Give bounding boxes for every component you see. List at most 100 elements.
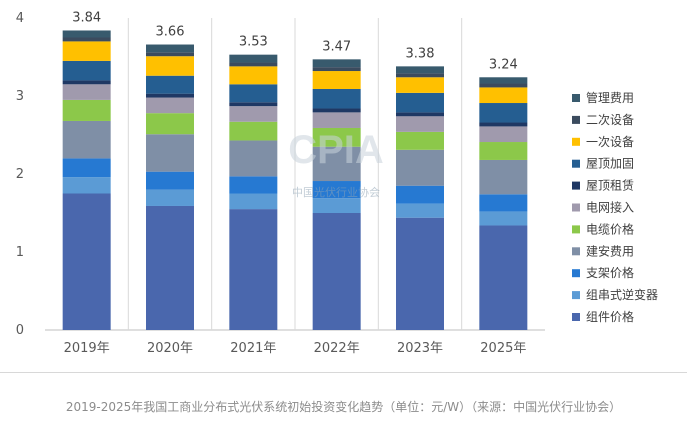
bar-segment: [479, 122, 528, 127]
bar-segment: [62, 84, 111, 100]
legend-label: 一次设备: [586, 135, 634, 149]
y-tick-label: 1: [16, 245, 24, 260]
y-tick-label: 2: [16, 167, 24, 182]
bar-segment: [396, 149, 444, 186]
bar-segment: [146, 97, 194, 114]
bar-segment: [146, 44, 194, 53]
total-label: 3.24: [489, 57, 518, 72]
bar-segment: [479, 87, 528, 104]
bar-segment: [62, 193, 111, 330]
legend-label: 二次设备: [586, 113, 634, 127]
total-label: 3.38: [406, 46, 435, 61]
bar-segment: [62, 120, 111, 159]
legend-label: 电网接入: [586, 200, 634, 215]
bar-segment: [146, 75, 194, 94]
bar-segment: [146, 52, 194, 57]
bar-segment: [62, 60, 111, 81]
legend-swatch: [572, 137, 580, 146]
bar-segment: [62, 30, 111, 38]
bar-segment: [312, 71, 361, 89]
legend-label: 建安费用: [586, 243, 634, 258]
total-label: 3.47: [322, 39, 351, 54]
bar-segment: [396, 203, 444, 218]
bar-segment: [146, 134, 194, 172]
bar-segment: [229, 176, 278, 194]
legend-swatch: [572, 94, 580, 102]
legend-swatch: [572, 181, 580, 190]
bar-segment: [312, 213, 361, 330]
bar-segment: [62, 80, 111, 85]
bar-segment: [396, 112, 444, 117]
bar-segment: [479, 126, 528, 143]
bar-segment: [396, 73, 444, 78]
bar-segment: [479, 142, 528, 160]
bar-segment: [479, 83, 528, 88]
bar-segment: [312, 67, 361, 72]
y-tick-label: 0: [16, 323, 24, 338]
bar-segment: [62, 158, 111, 178]
bar-segment: [479, 194, 528, 212]
bar-segment: [146, 171, 194, 190]
x-tick-label: 2020年: [147, 341, 193, 356]
bar-segment: [312, 59, 361, 68]
chart-caption: 2019-2025年我国工商业分布式光伏系统初始投资变化趋势（单位：元/W）（来…: [65, 400, 622, 414]
bar-segment: [312, 88, 361, 109]
bar-segment: [146, 56, 194, 76]
x-tick-label: 2023年: [397, 341, 443, 356]
bar-segment: [62, 177, 111, 194]
bar-segment: [396, 217, 444, 330]
bar-segment: [396, 77, 444, 93]
x-tick-label: 2022年: [314, 341, 360, 356]
y-tick-label: 4: [16, 11, 24, 26]
legend-swatch: [572, 115, 580, 124]
bar-segment: [396, 66, 444, 74]
legend-label: 电缆价格: [586, 221, 634, 236]
bar-segment: [146, 93, 194, 98]
bar-segment: [229, 102, 278, 107]
legend-label: 屋顶租赁: [586, 179, 634, 193]
total-label: 3.66: [156, 25, 185, 40]
bar-segment: [312, 198, 361, 213]
watermark-logo: CPIA: [288, 128, 384, 172]
legend-swatch: [572, 291, 580, 300]
bar-segment: [146, 189, 194, 206]
bar-segment: [312, 108, 361, 113]
bar-segment: [312, 112, 361, 128]
bar-segment: [396, 131, 444, 150]
total-label-layer: 3.84 3.66 3.53 3.47 3.38 3.24: [72, 10, 518, 72]
legend-swatch: [572, 159, 580, 168]
legend-label: 管理费用: [586, 90, 634, 105]
bar-segment: [229, 209, 278, 330]
bar-segment: [229, 54, 278, 63]
bar-segment: [479, 103, 528, 123]
legend-label: 组串式逆变器: [586, 287, 658, 302]
x-tick-label: 2021年: [230, 341, 276, 356]
x-tick-label: 2025年: [480, 341, 526, 356]
bar-segment: [229, 106, 278, 122]
bar-segment: [229, 140, 278, 177]
bar-segment: [229, 193, 278, 210]
bar-segment: [479, 211, 528, 226]
stacked-bar-chart: 0 1 2 3 4 2019年 2020年 2021年 2022年 2023年 2025年 CPIA…: [16, 10, 658, 356]
legend-label: 支架价格: [586, 265, 634, 280]
legend-swatch: [572, 313, 580, 321]
bar-segment: [62, 41, 111, 61]
watermark-text: 中国光伏行业协会: [292, 185, 380, 199]
bar-segment: [479, 159, 528, 195]
legend-swatch: [572, 247, 580, 256]
bar-segment: [62, 37, 111, 42]
legend-label: 屋顶加固: [586, 157, 634, 171]
bar-segment: [312, 181, 361, 199]
bar-segment: [396, 185, 444, 204]
bar-layer: [62, 30, 528, 330]
axis-layer: 0 1 2 3 4 2019年 2020年 2021年 2022年 2023年 2025年: [16, 11, 545, 356]
bar-segment: [62, 99, 111, 121]
bar-segment: [312, 127, 361, 147]
total-label: 3.84: [72, 10, 101, 25]
chart-frame: 0 1 2 3 4 2019年 2020年 2021年 2022年 2023年 2025年 CPIA…: [0, 10, 687, 373]
legend-swatch: [572, 203, 580, 212]
bar-segment: [396, 92, 444, 113]
bar-segment: [229, 84, 278, 103]
legend-label: 组件价格: [586, 309, 634, 324]
bar-segment: [312, 146, 361, 182]
